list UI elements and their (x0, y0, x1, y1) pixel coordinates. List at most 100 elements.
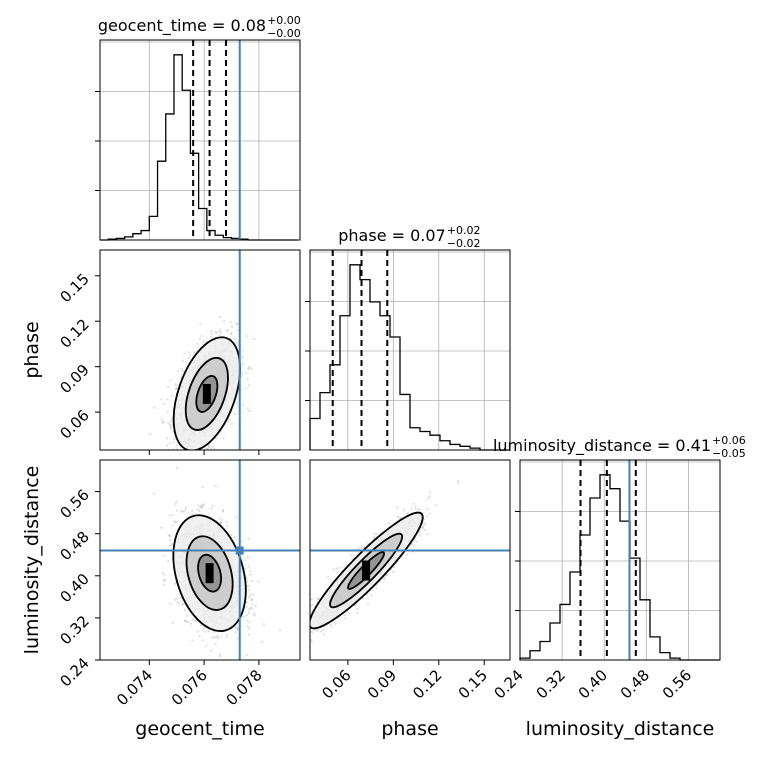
scatter-point (188, 351, 191, 354)
scatter-point (171, 394, 174, 397)
scatter-point (226, 524, 229, 528)
scatter-point (178, 602, 181, 605)
scatter-point (184, 453, 186, 455)
scatter-point (350, 554, 353, 557)
scatter-point (179, 597, 183, 600)
scatter-point (311, 603, 314, 606)
scatter-point (167, 560, 170, 563)
scatter-point (424, 522, 427, 525)
scatter-point (183, 455, 185, 457)
scatter-point (245, 387, 248, 390)
scatter-point (303, 620, 305, 622)
scatter-point (373, 536, 376, 539)
scatter-point (241, 363, 244, 366)
scatter-point (171, 524, 174, 527)
scatter-point (210, 332, 213, 336)
scatter-point (220, 331, 223, 334)
scatter-point (163, 573, 166, 576)
scatter-point (246, 378, 249, 381)
scatter-point (245, 334, 248, 337)
scatter-point (170, 544, 173, 547)
scatter-point (419, 509, 422, 512)
scatter-point (236, 627, 239, 631)
scatter-point (200, 504, 203, 507)
scatter-point (184, 508, 187, 511)
scatter-point (366, 602, 370, 605)
scatter-point (392, 570, 395, 573)
scatter-point (165, 444, 169, 447)
scatter-point (241, 355, 244, 358)
scatter-point (181, 359, 184, 362)
scatter-point (189, 353, 192, 357)
scatter-point (192, 451, 194, 453)
scatter-point (181, 603, 184, 606)
scatter-point (200, 506, 203, 509)
scatter-point (175, 500, 178, 503)
scatter-point (457, 481, 460, 484)
scatter-point (225, 635, 228, 639)
scatter-point (226, 330, 230, 333)
panel-frame (99, 249, 301, 451)
scatter-point (219, 328, 222, 332)
scatter-point (211, 504, 214, 507)
scatter-point (339, 566, 342, 569)
scatter-point (183, 352, 186, 355)
scatter-point (240, 539, 243, 542)
scatter-point (187, 511, 190, 514)
scatter-point (427, 497, 430, 500)
scatter-point (174, 583, 177, 586)
scatter-point (205, 447, 208, 450)
scatter-point (160, 526, 163, 529)
scatter-point (222, 509, 225, 512)
scatter-point (201, 639, 204, 642)
scatter-point (210, 507, 213, 510)
scatter-point (184, 619, 187, 622)
scatter-point (399, 516, 402, 519)
scatter-point (423, 528, 427, 531)
scatter-point (190, 512, 194, 516)
scatter-point (412, 502, 415, 505)
truth-marker (235, 546, 244, 555)
scatter-point (413, 544, 416, 547)
scatter-point (245, 653, 248, 657)
scatter-point (163, 579, 166, 583)
scatter-point (247, 384, 251, 387)
panel-phase-luminosity_distance (303, 459, 511, 665)
scatter-point (396, 506, 399, 509)
scatter-point (169, 427, 172, 430)
density-peak (202, 383, 211, 404)
scatter-point (247, 633, 250, 636)
scatter-point (311, 631, 314, 634)
scatter-point (253, 614, 256, 617)
scatter-point (242, 349, 245, 352)
scatter-point (182, 602, 185, 605)
scatter-point (156, 466, 158, 468)
scatter-point (170, 417, 173, 420)
scatter-point (183, 510, 186, 513)
scatter-point (247, 538, 250, 541)
scatter-point (253, 612, 256, 615)
scatter-point (175, 467, 179, 470)
scatter-point (235, 342, 238, 345)
scatter-point (426, 507, 429, 511)
scatter-point (174, 457, 176, 459)
scatter-point (181, 510, 185, 513)
scatter-point (189, 456, 191, 458)
scatter-point (410, 507, 413, 510)
scatter-point (246, 407, 249, 410)
panel-geocent_time-phase (95, 249, 301, 476)
scatter-point (248, 409, 251, 412)
scatter-point (184, 453, 186, 455)
scatter-point (169, 424, 172, 427)
scatter-point (209, 336, 213, 339)
scatter-point (194, 619, 197, 622)
scatter-point (192, 452, 194, 454)
scatter-point (167, 458, 169, 460)
scatter-point (250, 598, 253, 601)
scatter-point (221, 518, 224, 522)
scatter-point (241, 356, 244, 359)
scatter-point (219, 520, 222, 524)
scatter-point (191, 639, 194, 642)
panel-frame (99, 39, 301, 241)
scatter-point (185, 474, 187, 476)
